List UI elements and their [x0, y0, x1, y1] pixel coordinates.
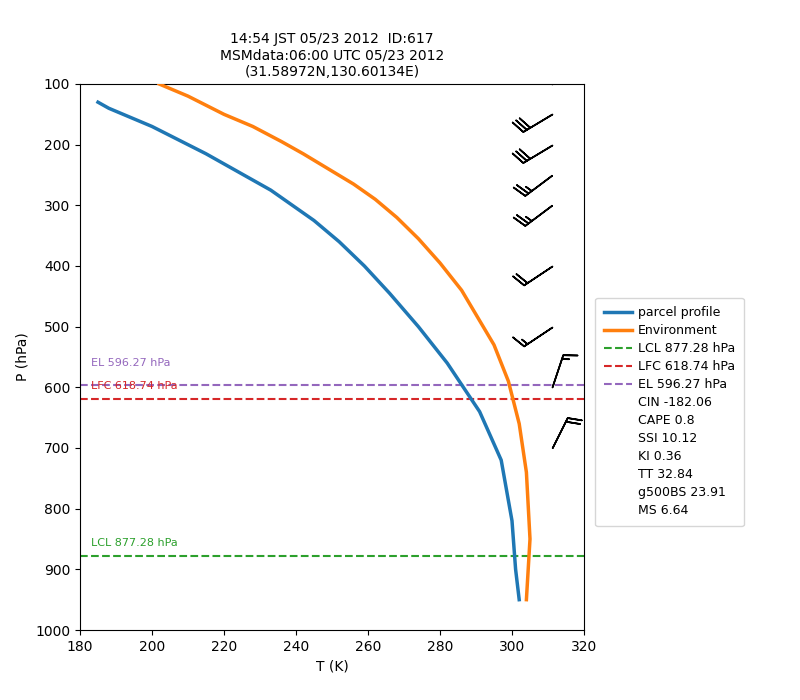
Legend: parcel profile, Environment, LCL 877.28 hPa, LFC 618.74 hPa, EL 596.27 hPa, CIN : parcel profile, Environment, LCL 877.28 … — [595, 298, 744, 526]
Title: 14:54 JST 05/23 2012  ID:617
MSMdata:06:00 UTC 05/23 2012
(31.58972N,130.60134E): 14:54 JST 05/23 2012 ID:617 MSMdata:06:0… — [220, 32, 444, 78]
Text: EL 596.27 hPa: EL 596.27 hPa — [91, 358, 170, 368]
Text: LFC 618.74 hPa: LFC 618.74 hPa — [91, 382, 178, 391]
X-axis label: T (K): T (K) — [316, 659, 348, 673]
Y-axis label: P (hPa): P (hPa) — [15, 332, 30, 382]
Text: LCL 877.28 hPa: LCL 877.28 hPa — [91, 538, 178, 548]
